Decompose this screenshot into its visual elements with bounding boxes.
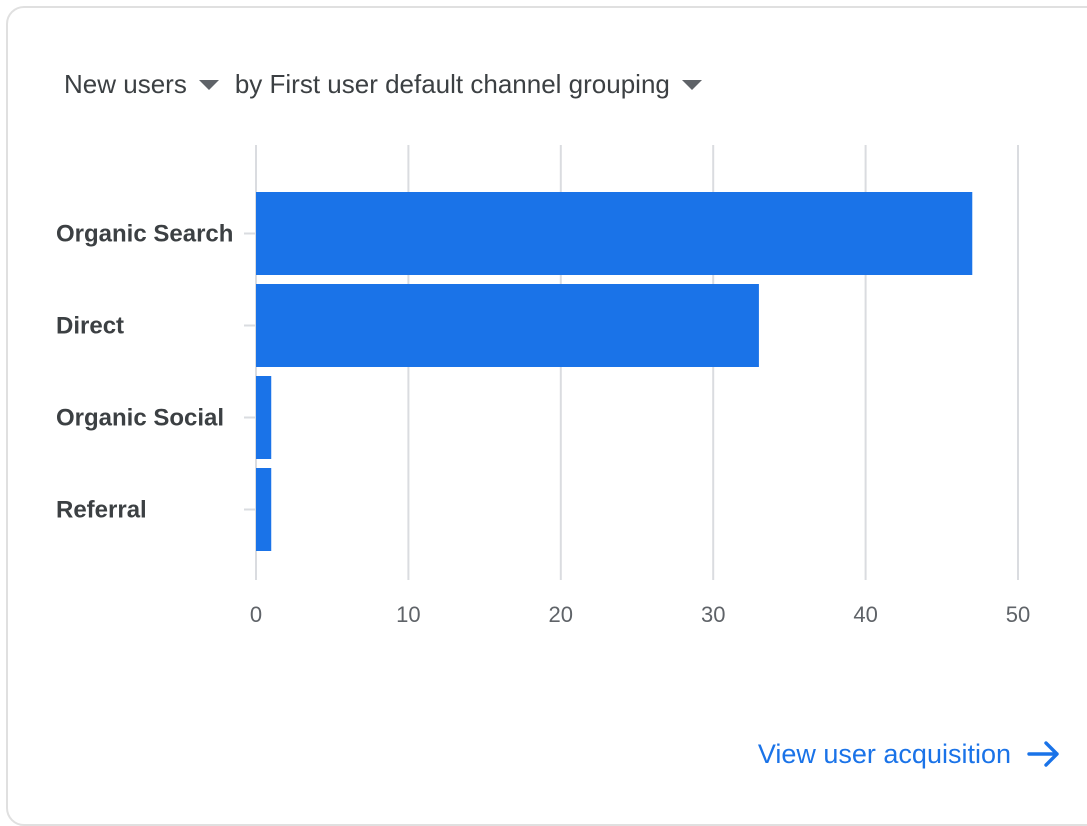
category-label: Organic Social: [56, 405, 224, 432]
bar-direct[interactable]: [256, 284, 759, 367]
dimension-selector-label: by First user default channel grouping: [234, 68, 670, 99]
bar-organic-search[interactable]: [256, 192, 973, 275]
x-tick-label: 40: [853, 602, 877, 627]
y-axis-categories: Organic Search Direct Organic Social Referr…: [56, 221, 256, 524]
bar-organic-social[interactable]: [256, 376, 272, 459]
x-tick-label: 0: [250, 602, 262, 627]
x-tick-label: 10: [396, 602, 420, 627]
x-tick-label: 30: [701, 602, 725, 627]
bar-referral[interactable]: [256, 468, 272, 551]
x-tick-label: 50: [1006, 602, 1030, 627]
view-user-acquisition-link[interactable]: View user acquisition: [758, 734, 1061, 774]
dimension-selector[interactable]: by First user default channel grouping: [235, 69, 702, 100]
arrow-right-icon: [1027, 741, 1059, 767]
card-header: New users by First user default channel …: [64, 64, 702, 104]
metric-selector-label: New users: [64, 68, 187, 99]
caret-down-icon: [198, 80, 219, 90]
x-tick-label: 20: [549, 602, 573, 627]
bars: [256, 192, 973, 551]
x-axis-ticks: 0 10 20 30 40 50: [250, 602, 1030, 627]
category-label: Direct: [56, 313, 124, 340]
category-label: Organic Search: [56, 221, 233, 248]
new-users-card: New users by First user default channel …: [6, 6, 1087, 826]
category-label: Referral: [56, 497, 147, 524]
bar-chart: 0 10 20 30 40 50 Organic SearchDirectOrganic …: [56, 145, 1030, 627]
caret-down-icon: [681, 80, 702, 90]
view-user-acquisition-label: View user acquisition: [757, 738, 1011, 769]
metric-selector[interactable]: New users: [64, 69, 219, 100]
